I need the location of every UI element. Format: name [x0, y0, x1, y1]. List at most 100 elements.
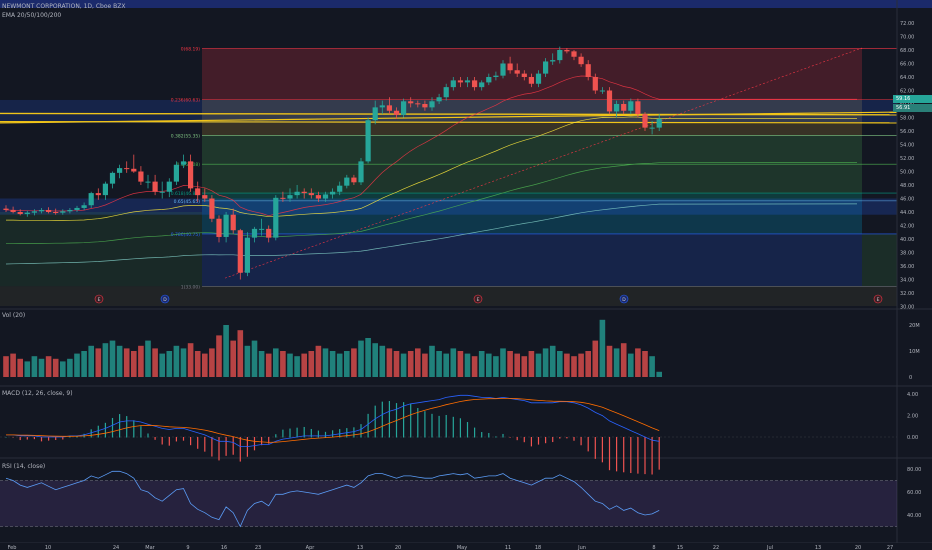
candle-body[interactable] — [528, 77, 534, 84]
candle-body[interactable] — [95, 193, 101, 196]
macd-pane-label[interactable]: MACD (12, 26, close, 9) — [2, 390, 73, 397]
candle-body[interactable] — [486, 77, 492, 83]
candle-body[interactable] — [60, 211, 66, 213]
candle-body[interactable] — [152, 181, 158, 192]
candle-body[interactable] — [195, 188, 201, 196]
candle-body[interactable] — [436, 97, 442, 102]
candle-body[interactable] — [159, 191, 165, 193]
candle-body[interactable] — [344, 177, 350, 186]
symbol-title[interactable]: NEWMONT CORPORATION, 1D, Cboe BZX — [2, 3, 126, 10]
candle-body[interactable] — [273, 197, 279, 238]
candle-body[interactable] — [173, 164, 179, 182]
candle-body[interactable] — [635, 101, 641, 115]
candle-body[interactable] — [31, 211, 37, 213]
candle-body[interactable] — [599, 90, 605, 92]
candle-body[interactable] — [308, 193, 314, 196]
dividend-event-marker[interactable] — [160, 294, 170, 304]
volume-pane-label[interactable]: Vol (20) — [2, 312, 26, 319]
candle-body[interactable] — [649, 127, 655, 129]
candle-body[interactable] — [280, 197, 286, 199]
candle-body[interactable] — [642, 114, 648, 128]
candle-body[interactable] — [337, 185, 343, 192]
candle-body[interactable] — [386, 105, 392, 111]
candle-body[interactable] — [493, 75, 499, 77]
candle-body[interactable] — [372, 107, 378, 121]
candle-body[interactable] — [422, 104, 428, 108]
candle-body[interactable] — [223, 214, 229, 237]
candle-body[interactable] — [202, 195, 208, 199]
candle-body[interactable] — [457, 80, 463, 83]
candle-body[interactable] — [230, 214, 236, 231]
candle-body[interactable] — [251, 228, 258, 238]
candle-body[interactable] — [138, 171, 144, 182]
candle-body[interactable] — [464, 80, 471, 83]
earnings-event-marker[interactable] — [94, 294, 104, 304]
candle-body[interactable] — [521, 73, 527, 77]
candle-body[interactable] — [429, 101, 435, 108]
candle-body[interactable] — [53, 212, 59, 213]
ema-indicator-label[interactable]: EMA 20/50/100/200 — [2, 12, 62, 19]
dividend-event-marker[interactable] — [619, 294, 629, 304]
candle-body[interactable] — [322, 194, 329, 199]
candle-body[interactable] — [216, 218, 222, 237]
candle-body[interactable] — [67, 209, 73, 212]
candle-body[interactable] — [507, 63, 513, 71]
trend-line[interactable] — [0, 120, 898, 124]
candle-body[interactable] — [81, 205, 87, 208]
candle-body[interactable] — [166, 181, 172, 192]
candle-body[interactable] — [131, 168, 137, 172]
candle-body[interactable] — [564, 50, 570, 52]
candle-body[interactable] — [621, 104, 627, 111]
candle-body[interactable] — [117, 168, 123, 173]
candle-body[interactable] — [330, 191, 336, 195]
candle-body[interactable] — [287, 195, 293, 199]
candle-body[interactable] — [450, 80, 456, 88]
candle-body[interactable] — [585, 64, 591, 77]
candle-body[interactable] — [365, 120, 371, 162]
candle-body[interactable] — [46, 209, 52, 212]
candle-body[interactable] — [294, 191, 300, 196]
earnings-event-marker[interactable] — [873, 294, 883, 304]
candle-body[interactable] — [557, 50, 563, 61]
candle-body[interactable] — [10, 209, 16, 212]
candle-body[interactable] — [188, 161, 194, 189]
candle-body[interactable] — [535, 73, 542, 84]
trend-line[interactable] — [0, 111, 898, 124]
candle-body[interactable] — [401, 101, 407, 115]
candle-body[interactable] — [472, 80, 478, 88]
candle-body[interactable] — [180, 161, 187, 165]
candle-body[interactable] — [88, 193, 94, 206]
candle-body[interactable] — [606, 90, 613, 112]
candle-body[interactable] — [500, 63, 506, 76]
candle-body[interactable] — [571, 51, 577, 57]
candle-body[interactable] — [358, 161, 364, 183]
candle-body[interactable] — [543, 61, 549, 74]
earnings-event-marker[interactable] — [473, 294, 483, 304]
candle-body[interactable] — [408, 101, 414, 104]
candle-body[interactable] — [379, 105, 385, 108]
candle-body[interactable] — [578, 56, 584, 65]
candle-body[interactable] — [393, 110, 400, 115]
candle-body[interactable] — [415, 103, 421, 105]
candle-body[interactable] — [259, 228, 265, 230]
candle-body[interactable] — [102, 183, 108, 196]
candle-body[interactable] — [628, 101, 634, 111]
candle-body[interactable] — [244, 237, 250, 273]
candle-body[interactable] — [301, 191, 307, 194]
candle-body[interactable] — [479, 82, 485, 88]
candle-body[interactable] — [38, 209, 45, 212]
candle-body[interactable] — [550, 60, 556, 62]
candle-body[interactable] — [315, 195, 321, 199]
candle-body[interactable] — [24, 212, 30, 215]
candle-body[interactable] — [514, 70, 520, 74]
candle-body[interactable] — [145, 181, 151, 183]
candle-body[interactable] — [3, 208, 9, 210]
candle-body[interactable] — [237, 230, 243, 273]
candle-body[interactable] — [74, 207, 80, 210]
candle-body[interactable] — [443, 87, 449, 98]
trend-line[interactable] — [0, 112, 898, 116]
candle-body[interactable] — [614, 104, 620, 112]
candle-body[interactable] — [17, 212, 23, 215]
candle-body[interactable] — [209, 198, 215, 219]
